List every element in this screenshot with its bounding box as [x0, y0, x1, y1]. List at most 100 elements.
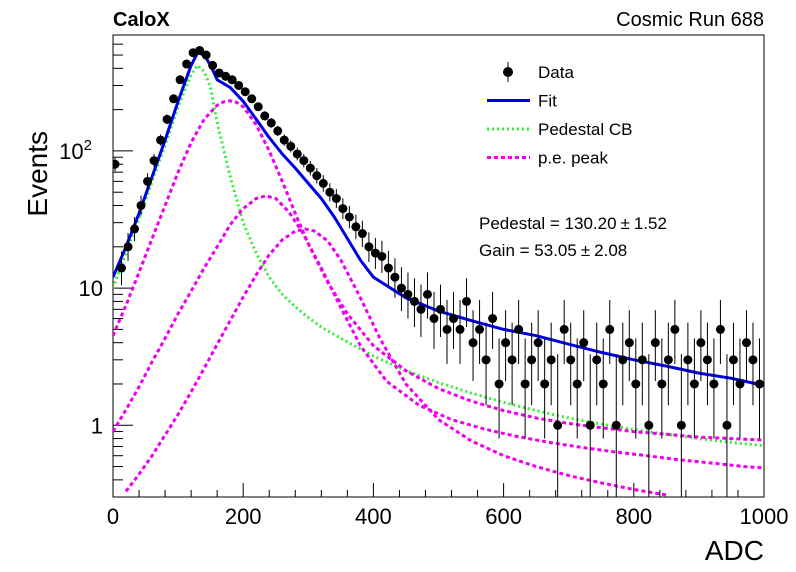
data-point: [422, 272, 432, 319]
data-point: [566, 322, 576, 406]
data-point: [286, 140, 296, 153]
data-marker: [403, 289, 413, 299]
data-point: [429, 291, 439, 349]
data-marker: [520, 379, 530, 389]
data-point: [318, 175, 328, 192]
legend-entry: Pedestal CB: [487, 120, 633, 139]
data-marker: [234, 80, 244, 90]
run-label: Cosmic Run 688: [616, 9, 764, 31]
data-marker: [462, 296, 472, 306]
data-marker: [553, 420, 563, 430]
data-marker: [247, 94, 257, 104]
data-point: [579, 310, 589, 382]
data-marker: [253, 102, 263, 112]
data-marker: [475, 324, 485, 334]
data-point: [735, 338, 745, 439]
data-marker: [292, 149, 302, 159]
data-marker: [657, 379, 667, 389]
legend-label: Fit: [538, 92, 557, 111]
data-marker: [130, 224, 140, 234]
data-point: [676, 354, 686, 497]
data-marker: [169, 94, 179, 104]
data-point: [481, 322, 491, 406]
data-point: [624, 310, 634, 382]
data-point: [527, 322, 537, 406]
data-marker: [598, 379, 608, 389]
data-point: [605, 299, 615, 364]
data-point: [455, 299, 465, 364]
data-point: [403, 272, 413, 319]
data-marker: [357, 229, 367, 239]
legend-label: Data: [538, 63, 574, 82]
data-marker: [540, 379, 550, 389]
data-marker: [344, 212, 354, 222]
data-point: [709, 338, 719, 439]
data-point: [357, 220, 367, 247]
data-marker: [683, 355, 693, 365]
data-marker: [455, 324, 465, 334]
data-marker: [566, 355, 576, 365]
data-marker: [702, 355, 712, 365]
data-marker: [331, 193, 341, 203]
data-marker: [624, 338, 634, 348]
data-point: [175, 75, 185, 85]
x-axis-ticks: 0 200 400 600 800 1000: [107, 483, 788, 529]
data-point: [637, 322, 647, 406]
data-marker: [715, 324, 725, 334]
data-marker: [611, 420, 621, 430]
data-marker: [383, 263, 393, 273]
data-point: [442, 299, 452, 364]
data-point: [475, 299, 485, 364]
data-marker: [299, 156, 309, 166]
data-marker: [305, 163, 315, 173]
data-marker: [559, 324, 569, 334]
data-point: [312, 167, 322, 184]
data-marker: [286, 141, 296, 151]
y-axis-title: Events: [22, 131, 53, 217]
data-point: [722, 354, 732, 497]
data-marker: [488, 314, 498, 324]
data-marker: [449, 314, 459, 324]
y-tick-label: 102: [59, 137, 92, 164]
data-marker: [527, 355, 537, 365]
data-point: [351, 214, 361, 240]
data-marker: [546, 355, 556, 365]
data-marker: [735, 379, 745, 389]
data-point: [117, 251, 127, 286]
data-marker: [312, 171, 322, 181]
data-marker: [618, 355, 628, 365]
data-point: [182, 59, 192, 69]
data-marker: [533, 338, 543, 348]
data-marker: [605, 324, 615, 334]
data-marker: [572, 379, 582, 389]
data-marker: [741, 338, 751, 348]
data-point: [715, 299, 725, 364]
x-tick-label: 800: [615, 504, 652, 529]
data-marker: [364, 242, 374, 252]
curve-p-e-peak: [124, 227, 667, 497]
data-marker: [696, 338, 706, 348]
data-point: [149, 153, 159, 168]
data-point: [559, 299, 569, 364]
data-marker: [136, 201, 146, 211]
data-point: [305, 160, 315, 176]
legend-entry: p.e. peak: [487, 149, 608, 168]
data-point: [449, 291, 459, 349]
data-marker: [273, 126, 283, 136]
data-point: [644, 354, 654, 497]
legend-label: p.e. peak: [538, 149, 608, 168]
data-point: [501, 310, 511, 382]
data-marker: [650, 338, 660, 348]
data-marker: [416, 304, 426, 314]
data-marker: [260, 111, 270, 121]
x-tick-label: 0: [107, 504, 119, 529]
legend-entry: Fit: [487, 92, 557, 111]
data-point: [136, 195, 146, 216]
data-point: [507, 322, 517, 406]
data-point: [728, 322, 738, 406]
data-point: [156, 134, 166, 146]
data-marker: [201, 50, 211, 60]
data-marker: [156, 135, 166, 145]
data-marker: [396, 283, 406, 293]
data-marker: [143, 176, 153, 186]
